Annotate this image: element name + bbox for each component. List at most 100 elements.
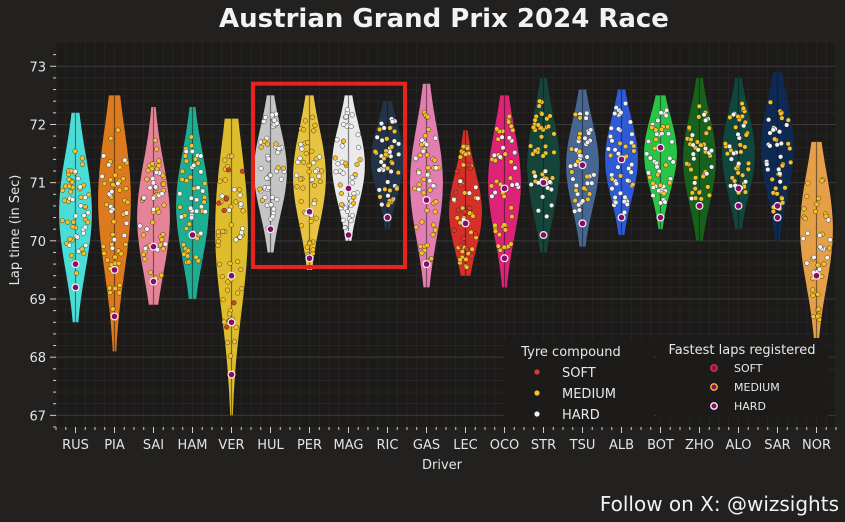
lap-point xyxy=(123,186,129,192)
lap-point xyxy=(462,209,468,215)
lap-point xyxy=(417,152,423,158)
lap-point xyxy=(688,136,694,142)
legend-compound-label: MEDIUM xyxy=(562,387,616,402)
lap-point xyxy=(502,151,508,157)
lap-point xyxy=(667,180,673,186)
lap-point xyxy=(497,154,503,160)
lap-point xyxy=(528,181,534,187)
lap-point xyxy=(649,125,655,131)
lap-point xyxy=(466,190,472,196)
lap-point xyxy=(551,149,557,155)
lap-point xyxy=(66,242,72,248)
lap-point xyxy=(70,224,76,230)
lap-point xyxy=(777,171,783,177)
lap-point xyxy=(339,143,345,149)
lap-point xyxy=(341,138,347,144)
lap-point xyxy=(150,219,156,225)
fastest-lap-marker xyxy=(812,271,821,280)
x-tick-label-bot: BOT xyxy=(647,438,674,453)
lap-point xyxy=(463,151,469,157)
lap-point xyxy=(690,151,696,157)
lap-point xyxy=(694,139,700,145)
lap-point xyxy=(740,105,746,111)
lap-point xyxy=(805,180,811,186)
lap-point xyxy=(608,125,614,131)
lap-point xyxy=(299,146,305,152)
lap-point xyxy=(392,128,398,134)
fastest-lap-marker xyxy=(71,260,80,269)
lap-point xyxy=(117,282,123,288)
lap-point xyxy=(507,175,513,181)
lap-point xyxy=(728,156,734,162)
lap-point xyxy=(137,223,143,229)
lap-point xyxy=(177,191,183,197)
lap-point xyxy=(827,237,833,243)
lap-point xyxy=(817,232,823,238)
x-tick-label-oco: OCO xyxy=(490,438,520,453)
lap-point xyxy=(425,165,431,171)
lap-point xyxy=(297,155,303,161)
lap-point xyxy=(161,202,167,208)
lap-point xyxy=(159,191,165,197)
lap-point xyxy=(508,159,514,165)
fastest-lap-marker xyxy=(617,213,626,222)
lap-point xyxy=(61,197,67,203)
lap-point xyxy=(295,159,301,165)
lap-point xyxy=(195,185,201,191)
lap-point xyxy=(551,131,557,137)
lap-point xyxy=(220,228,226,234)
lap-point xyxy=(188,205,194,211)
lap-point xyxy=(156,163,162,169)
lap-point xyxy=(653,136,659,142)
lap-point xyxy=(221,207,227,213)
lap-point xyxy=(333,169,339,175)
lap-point xyxy=(430,232,436,238)
lap-point xyxy=(577,115,583,121)
lap-point xyxy=(226,207,232,213)
lap-point xyxy=(107,290,113,296)
lap-point xyxy=(348,218,354,224)
lap-point xyxy=(451,227,457,233)
lap-point xyxy=(308,218,314,224)
lap-point xyxy=(540,194,546,200)
lap-point xyxy=(464,264,470,270)
lap-point xyxy=(532,117,538,123)
lap-point xyxy=(688,167,694,173)
lap-point xyxy=(591,172,597,178)
lap-point xyxy=(150,195,156,201)
lap-point xyxy=(669,139,675,145)
lap-point xyxy=(703,145,709,151)
lap-point xyxy=(612,110,618,116)
lap-point xyxy=(112,286,118,292)
lap-point xyxy=(543,143,549,149)
lap-point xyxy=(420,148,426,154)
fastest-lap-markers xyxy=(71,143,821,379)
lap-point xyxy=(666,131,672,137)
lap-point xyxy=(385,202,391,208)
lap-point xyxy=(382,186,388,192)
lap-point xyxy=(427,178,433,184)
fastest-lap-marker xyxy=(617,155,626,164)
lap-point xyxy=(614,181,620,187)
lap-point xyxy=(357,157,363,163)
fastest-lap-marker xyxy=(110,312,119,321)
lap-point xyxy=(425,114,431,120)
lap-point xyxy=(81,251,87,257)
lap-point xyxy=(185,248,191,254)
lap-point xyxy=(782,185,788,191)
lap-point xyxy=(193,254,199,260)
lap-point xyxy=(419,219,425,225)
lap-point xyxy=(647,174,653,180)
lap-point xyxy=(689,195,695,201)
lap-point xyxy=(356,144,362,150)
lap-point xyxy=(827,245,833,251)
lap-point xyxy=(732,178,738,184)
lap-point xyxy=(265,156,271,162)
lap-point xyxy=(238,267,244,273)
lap-point xyxy=(737,142,743,148)
lap-point xyxy=(469,246,475,252)
lap-point xyxy=(227,311,233,317)
lap-point xyxy=(733,124,739,130)
lap-point xyxy=(698,142,704,148)
